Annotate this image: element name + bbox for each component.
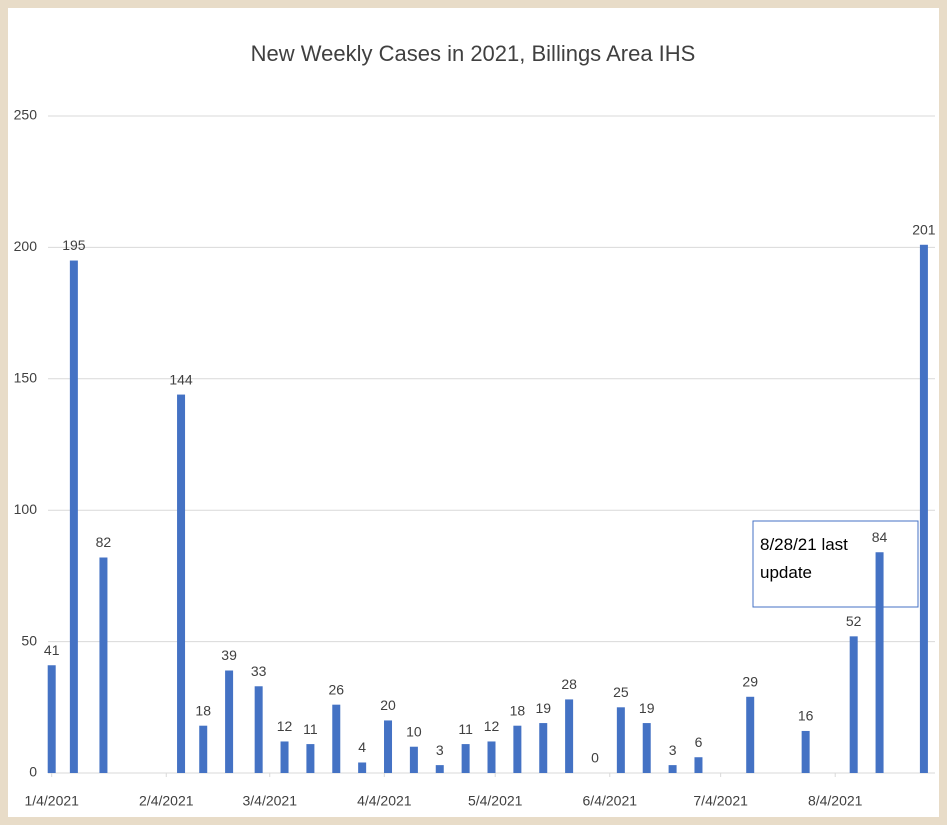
value-label: 19 <box>639 700 655 716</box>
value-label: 26 <box>328 681 344 697</box>
bar <box>616 707 625 773</box>
x-tick-label: 3/4/2021 <box>243 793 298 809</box>
value-label: 0 <box>591 750 599 766</box>
bar <box>280 741 289 773</box>
y-tick-label: 150 <box>14 370 38 386</box>
bar <box>306 744 315 773</box>
value-label: 6 <box>695 734 703 750</box>
annotation: 8/28/21 last update <box>760 535 848 582</box>
value-label: 29 <box>742 673 758 689</box>
annotation-box <box>752 520 919 608</box>
bar <box>177 394 186 773</box>
plot-background <box>8 8 939 817</box>
value-label: 28 <box>561 676 577 692</box>
bar <box>225 670 234 773</box>
x-tick-label: 5/4/2021 <box>468 793 523 809</box>
x-tick-label: 6/4/2021 <box>583 793 638 809</box>
value-label: 144 <box>169 371 193 387</box>
bar <box>642 723 651 773</box>
value-label: 3 <box>436 742 444 758</box>
bar <box>849 636 858 773</box>
annotation-holder: 8/28/21 last update <box>760 535 848 582</box>
y-tick-label: 250 <box>14 107 38 123</box>
x-tick-label: 8/4/2021 <box>808 793 863 809</box>
bar <box>746 696 755 773</box>
x-tick-label: 1/4/2021 <box>24 793 79 809</box>
value-label: 195 <box>62 237 86 253</box>
bar <box>47 665 56 773</box>
value-label: 12 <box>277 718 293 734</box>
bar <box>668 765 677 773</box>
y-tick-label: 0 <box>29 764 37 780</box>
value-label: 82 <box>96 534 112 550</box>
value-label: 84 <box>872 529 888 545</box>
value-label: 18 <box>510 702 526 718</box>
value-label: 11 <box>458 721 473 737</box>
value-label: 3 <box>669 742 677 758</box>
bar <box>461 744 470 773</box>
value-label: 39 <box>221 647 237 663</box>
value-label: 11 <box>303 721 318 737</box>
bar <box>875 552 884 773</box>
bar <box>487 741 496 773</box>
bar <box>99 557 108 773</box>
bar <box>919 244 928 774</box>
bar <box>801 730 810 773</box>
bar <box>409 746 418 773</box>
x-tick-label: 2/4/2021 <box>139 793 194 809</box>
bar <box>384 720 393 773</box>
value-label: 18 <box>195 702 211 718</box>
bar <box>539 723 548 773</box>
value-label: 4 <box>358 739 366 755</box>
bar <box>332 704 341 773</box>
value-label: 16 <box>798 708 814 724</box>
x-tick-label: 7/4/2021 <box>693 793 748 809</box>
bar <box>694 757 703 773</box>
bar <box>199 725 208 773</box>
value-label: 25 <box>613 684 629 700</box>
y-tick-label: 100 <box>14 501 38 517</box>
value-label: 20 <box>380 697 396 713</box>
bar <box>254 686 263 773</box>
bar <box>513 725 522 773</box>
bar <box>565 699 574 773</box>
y-tick-label: 200 <box>14 238 38 254</box>
value-label: 41 <box>44 642 60 658</box>
bar <box>435 765 444 773</box>
value-label: 201 <box>912 221 936 237</box>
bar <box>69 260 78 773</box>
value-label: 10 <box>406 723 422 739</box>
y-tick-label: 50 <box>21 632 37 648</box>
value-label: 19 <box>535 700 551 716</box>
chart-title: New Weekly Cases in 2021, Billings Area … <box>251 41 696 66</box>
bar <box>358 762 367 773</box>
value-label: 12 <box>484 718 500 734</box>
value-label: 52 <box>846 613 862 629</box>
x-tick-label: 4/4/2021 <box>357 793 412 809</box>
value-label: 33 <box>251 663 267 679</box>
